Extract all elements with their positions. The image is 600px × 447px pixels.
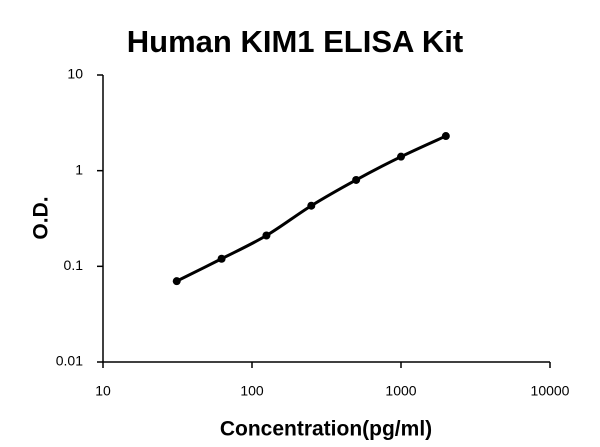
y-tick-label: 0.1: [64, 257, 84, 273]
y-tick-label: 1: [75, 161, 83, 177]
data-point: [172, 277, 181, 286]
data-point: [262, 231, 271, 240]
y-axis-label: O.D.: [30, 196, 53, 239]
data-point: [352, 175, 361, 184]
y-tick-label: 0.01: [56, 353, 83, 369]
x-axis-label: Concentration(pg/ml): [220, 418, 432, 441]
data-point: [217, 254, 226, 263]
x-tick-label: 100: [240, 383, 264, 399]
data-point: [441, 132, 450, 141]
x-tick-label: 10000: [531, 383, 570, 399]
x-tick-label: 10: [95, 383, 111, 399]
data-point: [307, 201, 316, 210]
chart-title: Human KIM1 ELISA Kit: [127, 24, 463, 59]
x-tick-label: 1000: [385, 383, 416, 399]
y-tick-label: 10: [67, 66, 83, 82]
data-point: [397, 152, 405, 161]
